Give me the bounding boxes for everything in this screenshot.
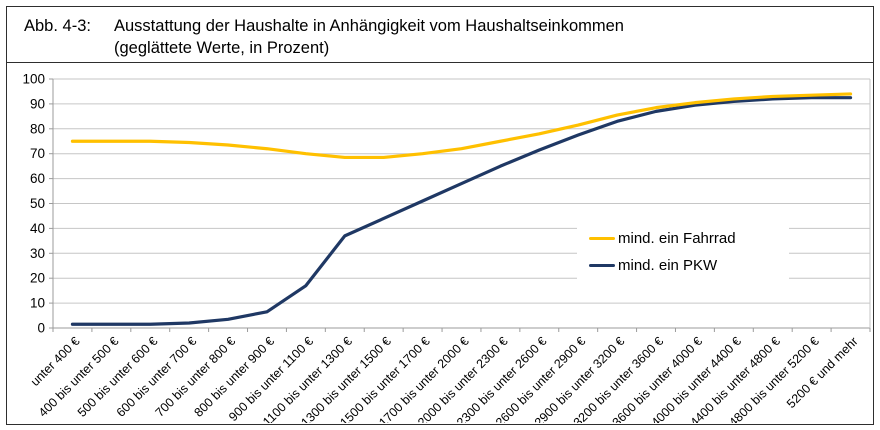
x-axis-label: 5200 € und mehr (784, 334, 861, 411)
y-axis-label: 80 (30, 121, 45, 136)
figure-title-row: Abb. 4-3: Ausstattung der Haushalte in A… (7, 7, 873, 63)
chart-area: 0 10 20 30 40 50 60 70 80 90 100 unter 400 €400 bis… (7, 63, 873, 423)
legend-entry-fahrrad: mind. ein Fahrrad (589, 230, 789, 247)
y-axis-label: 100 (22, 72, 45, 87)
y-axis-label: 10 (30, 296, 45, 311)
y-axis-label: 60 (30, 171, 45, 186)
chart-legend: mind. ein Fahrrad mind. ein PKW (577, 221, 789, 283)
legend-entry-pkw: mind. ein PKW (589, 257, 789, 274)
y-axis-label: 40 (30, 221, 45, 236)
series-line-mind-ein-fahrrad (70, 92, 853, 160)
legend-swatch-fahrrad-icon (589, 237, 615, 240)
y-axis-label: 70 (30, 146, 45, 161)
legend-label-fahrrad: mind. ein Fahrrad (618, 230, 736, 247)
figure-title: Ausstattung der Haushalte in Anhängigkei… (114, 15, 624, 62)
figure-title-line1: Ausstattung der Haushalte in Anhängigkei… (114, 17, 624, 35)
y-axis-label: 0 (37, 321, 45, 336)
series-line-mind-ein-pkw (70, 96, 853, 326)
y-axis-label: 90 (30, 96, 45, 111)
figure-title-line2: (geglättete Werte, in Prozent) (114, 39, 330, 57)
y-axis-label: 30 (30, 246, 45, 261)
legend-label-pkw: mind. ein PKW (618, 257, 718, 274)
y-axis-label: 20 (30, 271, 45, 286)
legend-swatch-pkw-icon (589, 264, 615, 267)
figure-label: Abb. 4-3: (24, 17, 91, 35)
y-axis-label: 50 (30, 196, 45, 211)
figure-frame: Abb. 4-3: Ausstattung der Haushalte in A… (6, 6, 874, 425)
